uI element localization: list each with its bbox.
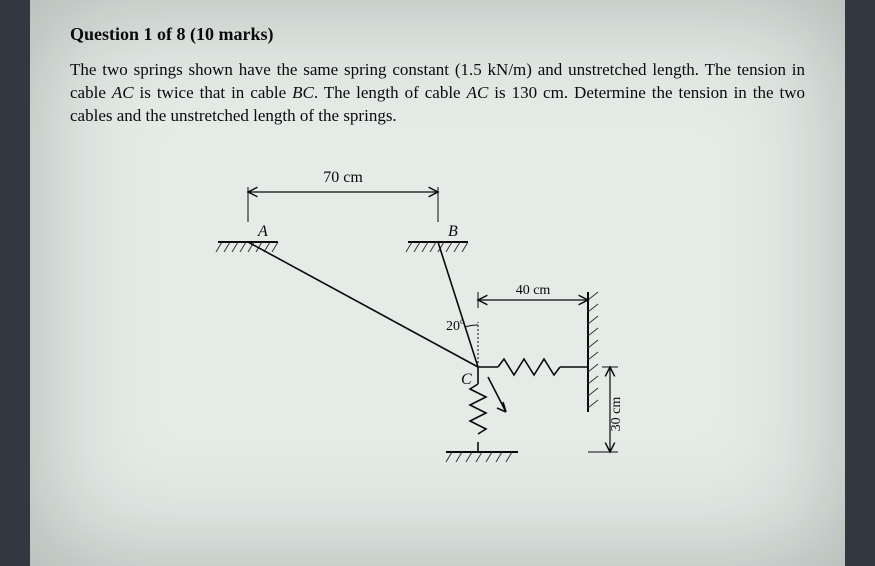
page: Question 1 of 8 (10 marks) The two sprin… — [30, 0, 845, 566]
angle-20: 20o — [446, 316, 478, 367]
label-A: A — [257, 223, 268, 240]
body-text-3: . The length of cable — [314, 83, 467, 102]
question-header: Question 1 of 8 (10 marks) — [70, 24, 805, 45]
spring-horizontal — [478, 359, 588, 375]
diagram-svg: 70 cm A — [178, 152, 698, 472]
dim-top-label: 70 cm — [323, 169, 363, 186]
dim-right-v-label: 30 cm — [609, 396, 624, 431]
content-block: Question 1 of 8 (10 marks) The two sprin… — [30, 0, 845, 472]
body-text-2: is twice that in cable — [134, 83, 293, 102]
dim-right-h-label: 40 cm — [515, 283, 550, 298]
question-body: The two springs shown have the same spri… — [70, 59, 805, 128]
support-B: B — [406, 223, 468, 252]
wall-right — [588, 292, 598, 412]
floor — [446, 452, 518, 462]
label-C: C — [461, 371, 472, 388]
label-B: B — [448, 223, 458, 240]
dim-right-h: 40 cm — [478, 283, 588, 308]
cable-ac-1: AC — [112, 83, 134, 102]
angle-20-label: 20o — [446, 316, 465, 334]
spring-vertical — [470, 367, 486, 452]
cable-bc-1: BC — [292, 83, 314, 102]
dim-top: 70 cm — [248, 169, 438, 222]
support-A: A — [216, 223, 278, 252]
cable-ac-2: AC — [467, 83, 489, 102]
diagram: 70 cm A — [178, 152, 698, 472]
load-arrow — [488, 377, 506, 412]
